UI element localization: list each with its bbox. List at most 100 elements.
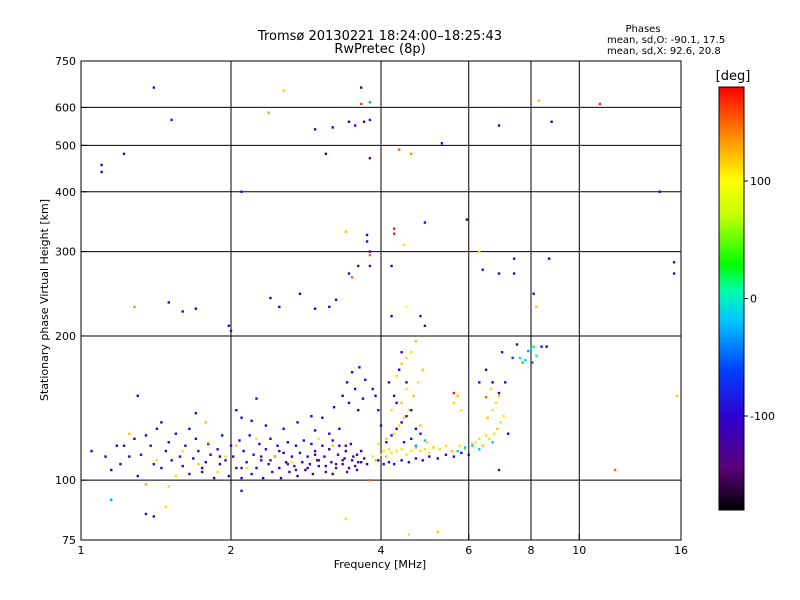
data-point (181, 310, 184, 313)
data-point (273, 455, 277, 458)
data-point (456, 449, 459, 453)
data-point (436, 457, 439, 460)
data-point (392, 227, 396, 230)
data-point (407, 408, 411, 412)
data-point (400, 401, 403, 405)
data-point (368, 253, 372, 257)
data-point (474, 441, 478, 444)
data-point (306, 466, 309, 470)
data-point (481, 444, 484, 447)
data-point (460, 451, 463, 455)
data-point (204, 461, 207, 464)
data-point (188, 427, 191, 431)
data-point (316, 459, 319, 462)
data-point (478, 448, 481, 451)
data-point (410, 449, 413, 453)
data-point (264, 448, 268, 451)
data-point (613, 468, 617, 472)
data-point (347, 272, 351, 275)
data-point (317, 459, 320, 462)
data-point (486, 416, 489, 419)
data-point (338, 427, 341, 431)
data-point (385, 455, 388, 458)
data-point (545, 345, 548, 348)
data-point (392, 232, 396, 235)
data-point (358, 366, 361, 369)
data-point (260, 459, 263, 462)
data-point (144, 434, 148, 437)
data-point (419, 449, 422, 453)
data-point (334, 298, 338, 301)
data-point (290, 455, 294, 458)
data-point (675, 394, 679, 398)
data-point (491, 408, 494, 412)
data-point (496, 427, 499, 431)
data-point (350, 371, 354, 374)
data-point (365, 240, 369, 243)
data-point (405, 381, 408, 384)
data-point (100, 163, 103, 167)
data-point (293, 464, 296, 468)
y-tick-label: 200 (55, 330, 76, 343)
data-point (478, 250, 481, 253)
data-point (248, 434, 251, 437)
data-point (115, 444, 119, 447)
data-point (144, 512, 148, 516)
data-point (194, 437, 198, 440)
x-tick-label: 10 (572, 544, 586, 557)
data-point (155, 427, 159, 431)
data-point (347, 401, 351, 405)
x-tick-label: 8 (528, 544, 535, 557)
colorbar (718, 86, 745, 511)
data-point (425, 441, 429, 444)
data-point (484, 395, 488, 399)
data-point (216, 448, 219, 451)
data-point (276, 444, 279, 447)
data-point (379, 424, 383, 427)
data-point (255, 397, 258, 400)
data-point (328, 305, 331, 309)
data-point (362, 120, 366, 123)
data-point (405, 305, 408, 309)
data-point (267, 462, 270, 466)
data-point (481, 268, 484, 271)
data-point (313, 449, 317, 453)
data-point (235, 466, 238, 470)
data-point (374, 394, 377, 398)
data-point (356, 408, 360, 412)
data-point (181, 464, 184, 468)
data-point (128, 455, 131, 458)
data-point (598, 102, 602, 106)
data-point (385, 441, 388, 444)
data-point (245, 461, 248, 464)
data-point (218, 455, 222, 458)
data-point (104, 455, 107, 458)
data-point (212, 476, 216, 480)
data-point (503, 381, 507, 384)
data-point (324, 470, 328, 474)
data-point (497, 124, 501, 127)
data-point (200, 466, 204, 470)
data-point (255, 466, 258, 470)
data-point (377, 459, 380, 462)
data-point (344, 517, 348, 521)
data-point (260, 455, 263, 458)
data-point (368, 264, 372, 268)
data-point (155, 459, 159, 462)
y-tick-label: 750 (55, 55, 76, 68)
data-point (119, 462, 122, 466)
data-point (252, 453, 255, 456)
data-point (192, 457, 195, 460)
data-point (296, 421, 299, 424)
data-point (167, 485, 170, 488)
data-point (229, 444, 233, 447)
data-point (341, 394, 344, 398)
data-point (547, 257, 551, 260)
data-point (419, 314, 422, 318)
data-point (407, 533, 411, 536)
data-point (359, 461, 363, 464)
data-point (220, 434, 224, 437)
data-point (377, 442, 380, 446)
x-tick-label: 6 (465, 544, 472, 557)
